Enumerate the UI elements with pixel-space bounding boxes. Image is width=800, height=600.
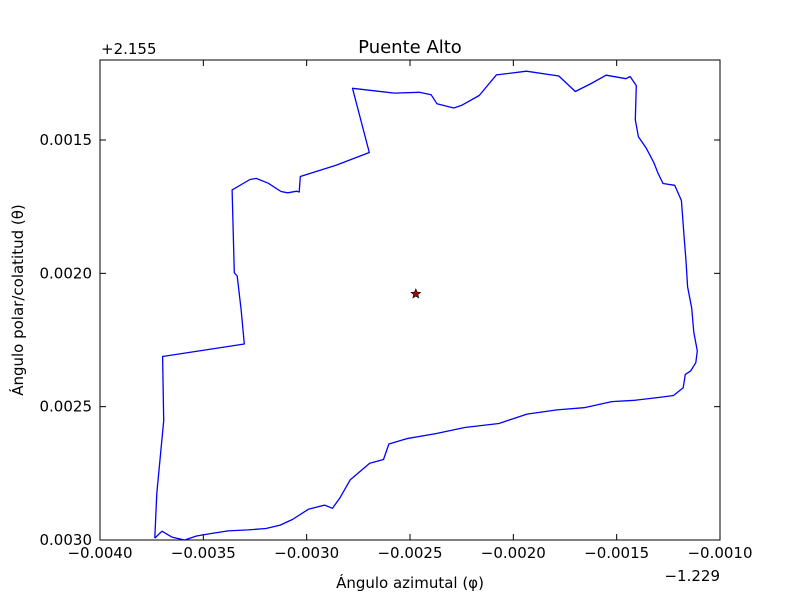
series-layer (154, 70, 698, 541)
x-tick-label: −0.0015 (584, 544, 649, 562)
centroid-star-marker (410, 288, 422, 299)
x-tick-label: −0.0030 (274, 544, 339, 562)
x-offset-label: −1.229 (664, 567, 720, 585)
x-tick-label: −0.0020 (481, 544, 546, 562)
y-axis-label: Ángulo polar/colatitud (θ) (8, 204, 27, 396)
y-tick-label: 0.0020 (40, 264, 93, 282)
y-axis: 0.0015 0.0020 0.0025 0.0030 (40, 131, 720, 549)
x-tick-label: −0.0025 (377, 544, 442, 562)
y-tick-label: 0.0025 (40, 398, 93, 416)
x-tick-label: −0.0035 (171, 544, 236, 562)
x-axis: −0.0040 −0.0035 −0.0030 −0.0025 −0.0020 −0.00… (67, 60, 753, 562)
boundary-series-line (154, 70, 698, 541)
x-tick-label: −0.0040 (67, 544, 132, 562)
x-axis-label: Ángulo azimutal (φ) (336, 573, 484, 592)
y-offset-label: +2.155 (101, 40, 157, 58)
y-tick-label: 0.0030 (40, 531, 93, 549)
x-tick-label: −0.0010 (687, 544, 752, 562)
y-tick-label: 0.0015 (40, 131, 93, 149)
chart-title: Puente Alto (358, 37, 462, 58)
plot-area (99, 59, 721, 541)
